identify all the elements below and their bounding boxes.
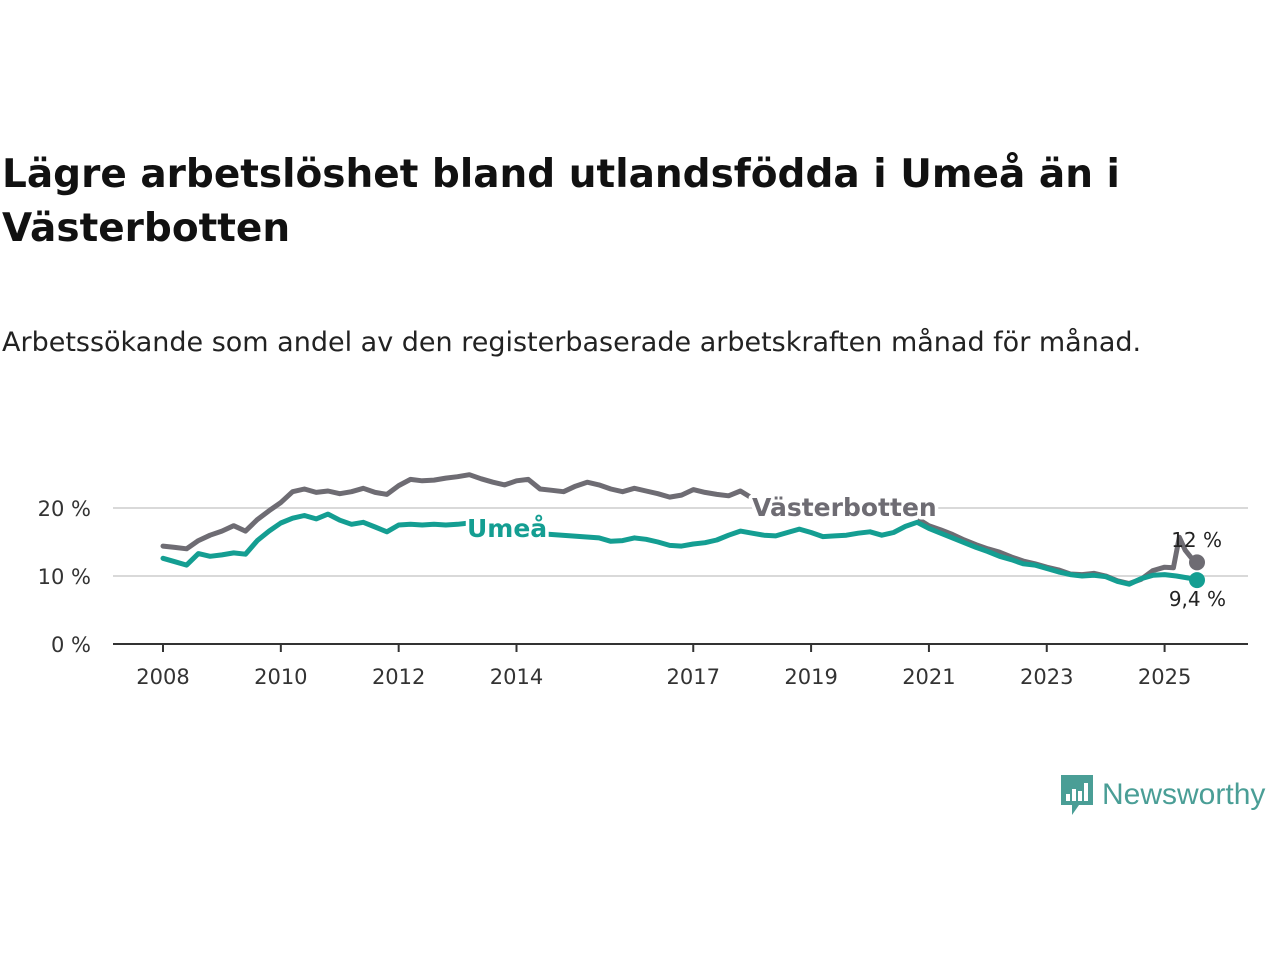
series-line (160, 511, 1200, 587)
end-marker-vasterbotten (1189, 554, 1205, 571)
x-tick-label: 2012 (372, 665, 425, 689)
y-tick-label: 0 % (51, 633, 91, 657)
x-tick-label: 2025 (1138, 665, 1191, 689)
x-tick-label: 2017 (667, 665, 720, 689)
newsworthy-logo: Newsworthy (1058, 772, 1265, 818)
x-tick-label: 2023 (1020, 665, 1073, 689)
chart-subtitle: Arbetssökande som andel av den registerb… (2, 327, 1142, 358)
chart-title: Lägre arbetslöshet bland utlandsfödda i … (2, 152, 1120, 251)
series-label-umea: Umeå (467, 514, 547, 543)
series-line (160, 472, 752, 552)
x-tick-label: 2019 (784, 665, 837, 689)
end-label-umea: 9,4 % (1169, 587, 1226, 611)
series-label-vasterbotten: Västerbotten (752, 493, 937, 522)
x-tick-label: 2021 (902, 665, 955, 689)
y-tick-label: 10 % (38, 565, 91, 589)
logo-text: Newsworthy (1102, 778, 1266, 811)
end-label-vasterbotten: 12 % (1171, 528, 1222, 552)
line-chart: 0 % 10 % 20 % 2008 2010 2012 2014 2017 2019 2021… (38, 472, 1248, 689)
end-marker-umea (1189, 572, 1205, 589)
newsworthy-logo-icon (1061, 775, 1093, 815)
y-tick-label: 20 % (38, 497, 91, 521)
x-tick-label: 2010 (254, 665, 307, 689)
x-tick-label: 2014 (490, 665, 543, 689)
x-tick-label: 2008 (136, 665, 189, 689)
